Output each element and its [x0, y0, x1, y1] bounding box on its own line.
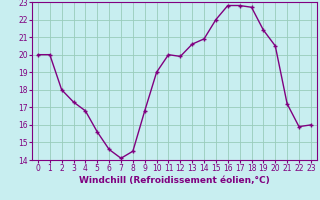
X-axis label: Windchill (Refroidissement éolien,°C): Windchill (Refroidissement éolien,°C) — [79, 176, 270, 185]
